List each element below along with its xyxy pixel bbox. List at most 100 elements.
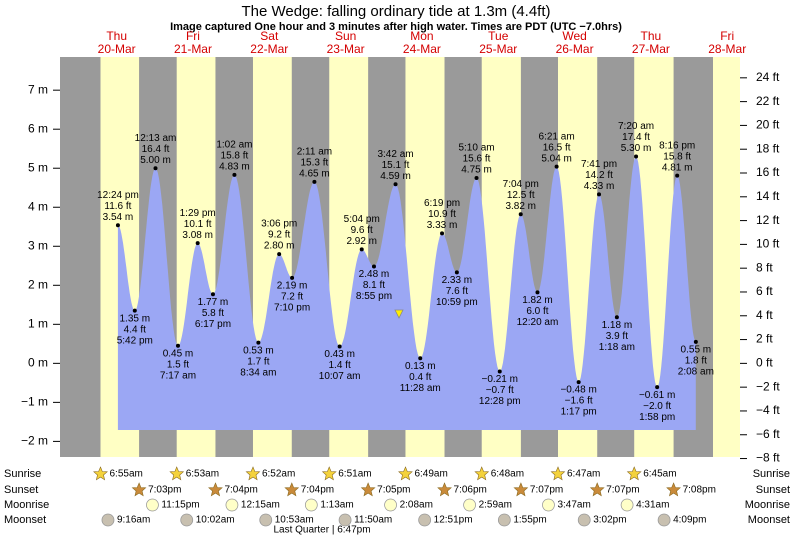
weekday-label: Wed (562, 29, 586, 43)
moonset-label: 10:02am (196, 515, 235, 526)
weekday-label: Tue (488, 29, 509, 43)
tide-label: −0.7 ft (486, 385, 514, 396)
sun-icon (169, 466, 185, 481)
tide-label: 2:08 am (678, 367, 714, 378)
tide-label: 5.8 ft (202, 308, 224, 319)
tide-label: 11:28 am (400, 383, 441, 394)
tide-extreme (277, 252, 282, 257)
y2-tick-label: −8 ft (756, 451, 780, 465)
tide-extreme (497, 369, 502, 374)
moonrise-label: 2:59am (479, 500, 512, 511)
tide-label: 10.9 ft (428, 209, 456, 220)
tide-label: 10:07 am (319, 371, 361, 382)
tide-extreme (634, 154, 639, 159)
row-label: Moonrise (4, 499, 49, 511)
sunset-label: 7:07pm (530, 485, 563, 496)
tide-label: 16.4 ft (142, 144, 170, 155)
tide-label: 8:34 am (240, 367, 276, 378)
tide-label: 1.35 m (119, 313, 150, 324)
tide-extreme (693, 339, 698, 344)
y2-tick-label: 18 ft (756, 141, 780, 155)
tide-label: 8.1 ft (363, 280, 385, 291)
tide-extreme (576, 380, 581, 385)
tide-label: 0.13 m (405, 361, 436, 372)
sun-icon (208, 482, 223, 497)
tide-label: 1.5 ft (167, 359, 189, 370)
tide-label: 15.8 ft (663, 151, 691, 162)
y2-tick-label: 16 ft (756, 165, 780, 179)
moonset-label: 11:50am (354, 515, 392, 526)
sun-icon (398, 466, 413, 481)
tide-extreme (655, 385, 660, 390)
sunrise-label: 6:52am (262, 469, 295, 480)
tide-label: 1:02 am (216, 139, 252, 150)
y2-tick-label: 2 ft (756, 332, 773, 346)
tide-label: 1.4 ft (329, 360, 351, 371)
tide-label: −2.0 ft (643, 401, 671, 412)
moonrise-label: 12:15am (241, 500, 280, 511)
tide-label: 16.5 ft (543, 142, 571, 153)
moonset-icon (259, 513, 273, 527)
y2-tick-label: 24 ft (756, 70, 780, 84)
moonrise-icon (304, 498, 318, 512)
sunset-label: 7:03pm (148, 485, 181, 496)
tide-label: 7:17 am (160, 370, 196, 381)
tide-label: 7:04 pm (503, 179, 539, 190)
y2-tick-label: 8 ft (756, 260, 773, 274)
sun-icon (666, 482, 681, 497)
tide-label: 4.59 m (380, 171, 411, 182)
sun-icon (589, 482, 605, 497)
tide-label: 4.65 m (299, 169, 330, 180)
sunrise-label: 6:47am (567, 469, 600, 480)
tide-label: −1.6 ft (565, 396, 593, 407)
y-tick-label: −1 m (21, 395, 48, 409)
tide-label: 12:13 am (135, 133, 177, 144)
weekday-label: Mon (410, 29, 433, 43)
moonrise-label: 2:08am (400, 500, 433, 511)
moonrise-label: 3:47am (557, 500, 590, 511)
tide-label: 4.4 ft (124, 324, 146, 335)
y2-tick-label: 14 ft (756, 189, 780, 203)
tide-label: 7:20 am (618, 121, 654, 132)
sunrise-label: 6:53am (186, 469, 219, 480)
sun-icon (626, 466, 642, 481)
tide-label: 1:17 pm (561, 407, 597, 418)
tide-label: 4.33 m (584, 181, 615, 192)
y2-tick-label: −2 ft (756, 379, 780, 393)
row-label: Moonset (4, 514, 46, 526)
tide-label: 2.19 m (277, 281, 308, 292)
moonrise-icon (542, 498, 555, 512)
sun-icon (131, 482, 147, 497)
tide-label: 10:59 pm (436, 297, 478, 308)
date-label: 21-Mar (174, 42, 212, 56)
row-label: Sunrise (753, 468, 790, 480)
tide-label: 12:24 pm (97, 190, 139, 201)
y2-tick-label: 12 ft (756, 213, 780, 227)
y2-tick-label: 6 ft (756, 284, 773, 298)
tide-label: 12.5 ft (507, 190, 535, 201)
moonset-label: 9:16am (117, 515, 150, 526)
current-tide-marker (394, 309, 404, 319)
tide-label: 15.1 ft (382, 160, 410, 171)
row-label: Moonrise (745, 499, 790, 511)
tide-label: 6:19 pm (424, 198, 460, 209)
moonrise-label: 4:31am (636, 500, 669, 511)
y2-tick-label: 0 ft (756, 356, 773, 370)
sun-icon (321, 466, 337, 481)
tide-label: 9.6 ft (351, 225, 373, 236)
date-label: 24-Mar (403, 42, 441, 56)
tide-label: 2.80 m (264, 241, 295, 252)
tide-label: 3.9 ft (606, 331, 628, 342)
tide-label: 0.4 ft (409, 372, 431, 383)
sunset-label: 7:06pm (454, 485, 487, 496)
tide-extreme (418, 356, 423, 361)
tide-extreme (256, 340, 261, 345)
moonset-icon (180, 513, 194, 527)
sun-icon (245, 466, 261, 481)
moonrise-label: 1:13am (320, 500, 353, 511)
moonset-label: 12:51pm (434, 515, 473, 526)
sun-icon (474, 466, 490, 481)
weekday-label: Thu (106, 29, 127, 43)
tide-label: 0.55 m (681, 345, 712, 356)
